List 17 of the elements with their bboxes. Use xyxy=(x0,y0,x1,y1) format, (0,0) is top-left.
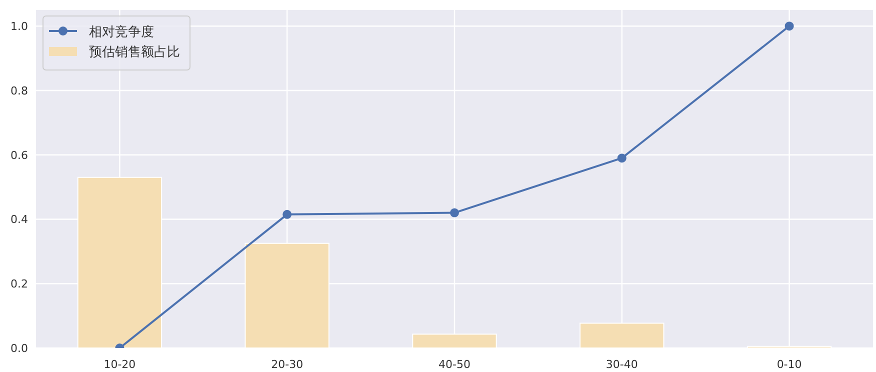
x-tick-label: 30-40 xyxy=(606,358,638,371)
x-tick-label: 20-30 xyxy=(271,358,304,371)
legend-label: 预估销售额占比 xyxy=(89,45,180,60)
legend-label: 相对竞争度 xyxy=(89,24,154,40)
x-tick-label: 10-20 xyxy=(104,358,136,371)
y-tick-label: 0.6 xyxy=(10,148,28,162)
y-tick-label: 0.4 xyxy=(10,213,28,226)
x-tick-label: 0-10 xyxy=(776,358,802,371)
y-tick-label: 0.0 xyxy=(10,342,28,355)
point xyxy=(617,154,626,163)
y-tick-label: 1.0 xyxy=(10,20,28,34)
y-tick-label: 0.8 xyxy=(10,84,28,98)
point xyxy=(784,22,794,31)
point xyxy=(282,210,292,219)
y-tick-label: 0.2 xyxy=(10,278,28,291)
x-tick-label: 40-50 xyxy=(438,358,470,371)
point xyxy=(450,208,459,218)
